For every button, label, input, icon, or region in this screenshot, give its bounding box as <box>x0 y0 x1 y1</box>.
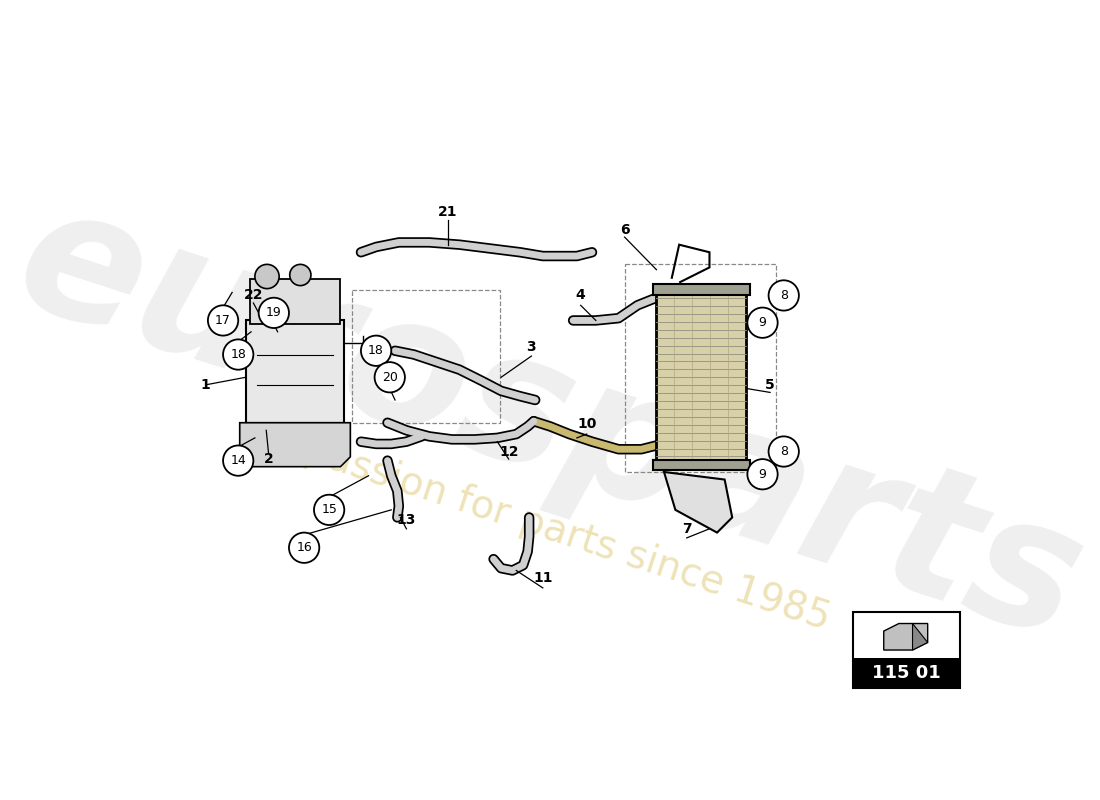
Text: 18: 18 <box>368 344 384 358</box>
Polygon shape <box>883 623 927 650</box>
FancyBboxPatch shape <box>652 460 749 470</box>
Polygon shape <box>913 623 927 650</box>
Text: 17: 17 <box>216 314 231 327</box>
Text: 2: 2 <box>264 452 274 466</box>
Circle shape <box>747 307 778 338</box>
Text: 9: 9 <box>759 468 767 481</box>
Polygon shape <box>240 422 350 466</box>
Text: 10: 10 <box>578 418 596 431</box>
Text: 22: 22 <box>243 289 263 302</box>
FancyBboxPatch shape <box>245 321 344 422</box>
Text: 12: 12 <box>499 445 518 458</box>
Text: 20: 20 <box>382 370 398 384</box>
Circle shape <box>314 494 344 525</box>
FancyBboxPatch shape <box>652 284 749 294</box>
Circle shape <box>223 339 253 370</box>
Text: 4: 4 <box>575 289 585 302</box>
Text: 11: 11 <box>534 571 552 585</box>
Text: 6: 6 <box>619 222 629 237</box>
Text: 19: 19 <box>266 306 282 319</box>
Circle shape <box>747 459 778 490</box>
Circle shape <box>769 436 799 466</box>
Circle shape <box>375 362 405 393</box>
Text: 21: 21 <box>438 205 458 219</box>
Text: 8: 8 <box>780 289 788 302</box>
Text: 15: 15 <box>321 503 337 516</box>
FancyBboxPatch shape <box>854 612 959 688</box>
Text: 1: 1 <box>201 378 210 392</box>
Text: 9: 9 <box>759 316 767 330</box>
Text: 16: 16 <box>296 542 312 554</box>
Circle shape <box>769 280 799 310</box>
Text: a passion for parts since 1985: a passion for parts since 1985 <box>265 420 835 638</box>
Circle shape <box>361 335 392 366</box>
Circle shape <box>208 306 239 335</box>
Text: 13: 13 <box>397 513 416 526</box>
Text: 5: 5 <box>766 378 775 392</box>
Circle shape <box>255 264 279 289</box>
Text: 14: 14 <box>230 454 246 467</box>
FancyBboxPatch shape <box>657 290 746 465</box>
Circle shape <box>289 533 319 563</box>
FancyBboxPatch shape <box>854 658 959 688</box>
Text: eurosparts: eurosparts <box>0 168 1100 677</box>
Text: 115 01: 115 01 <box>872 664 940 682</box>
Text: 3: 3 <box>527 340 536 354</box>
Circle shape <box>223 446 253 476</box>
Polygon shape <box>664 472 733 533</box>
Circle shape <box>289 264 311 286</box>
Circle shape <box>258 298 289 328</box>
FancyBboxPatch shape <box>250 278 341 324</box>
Text: 7: 7 <box>682 522 692 536</box>
Text: 8: 8 <box>780 445 788 458</box>
Text: 18: 18 <box>230 348 246 361</box>
